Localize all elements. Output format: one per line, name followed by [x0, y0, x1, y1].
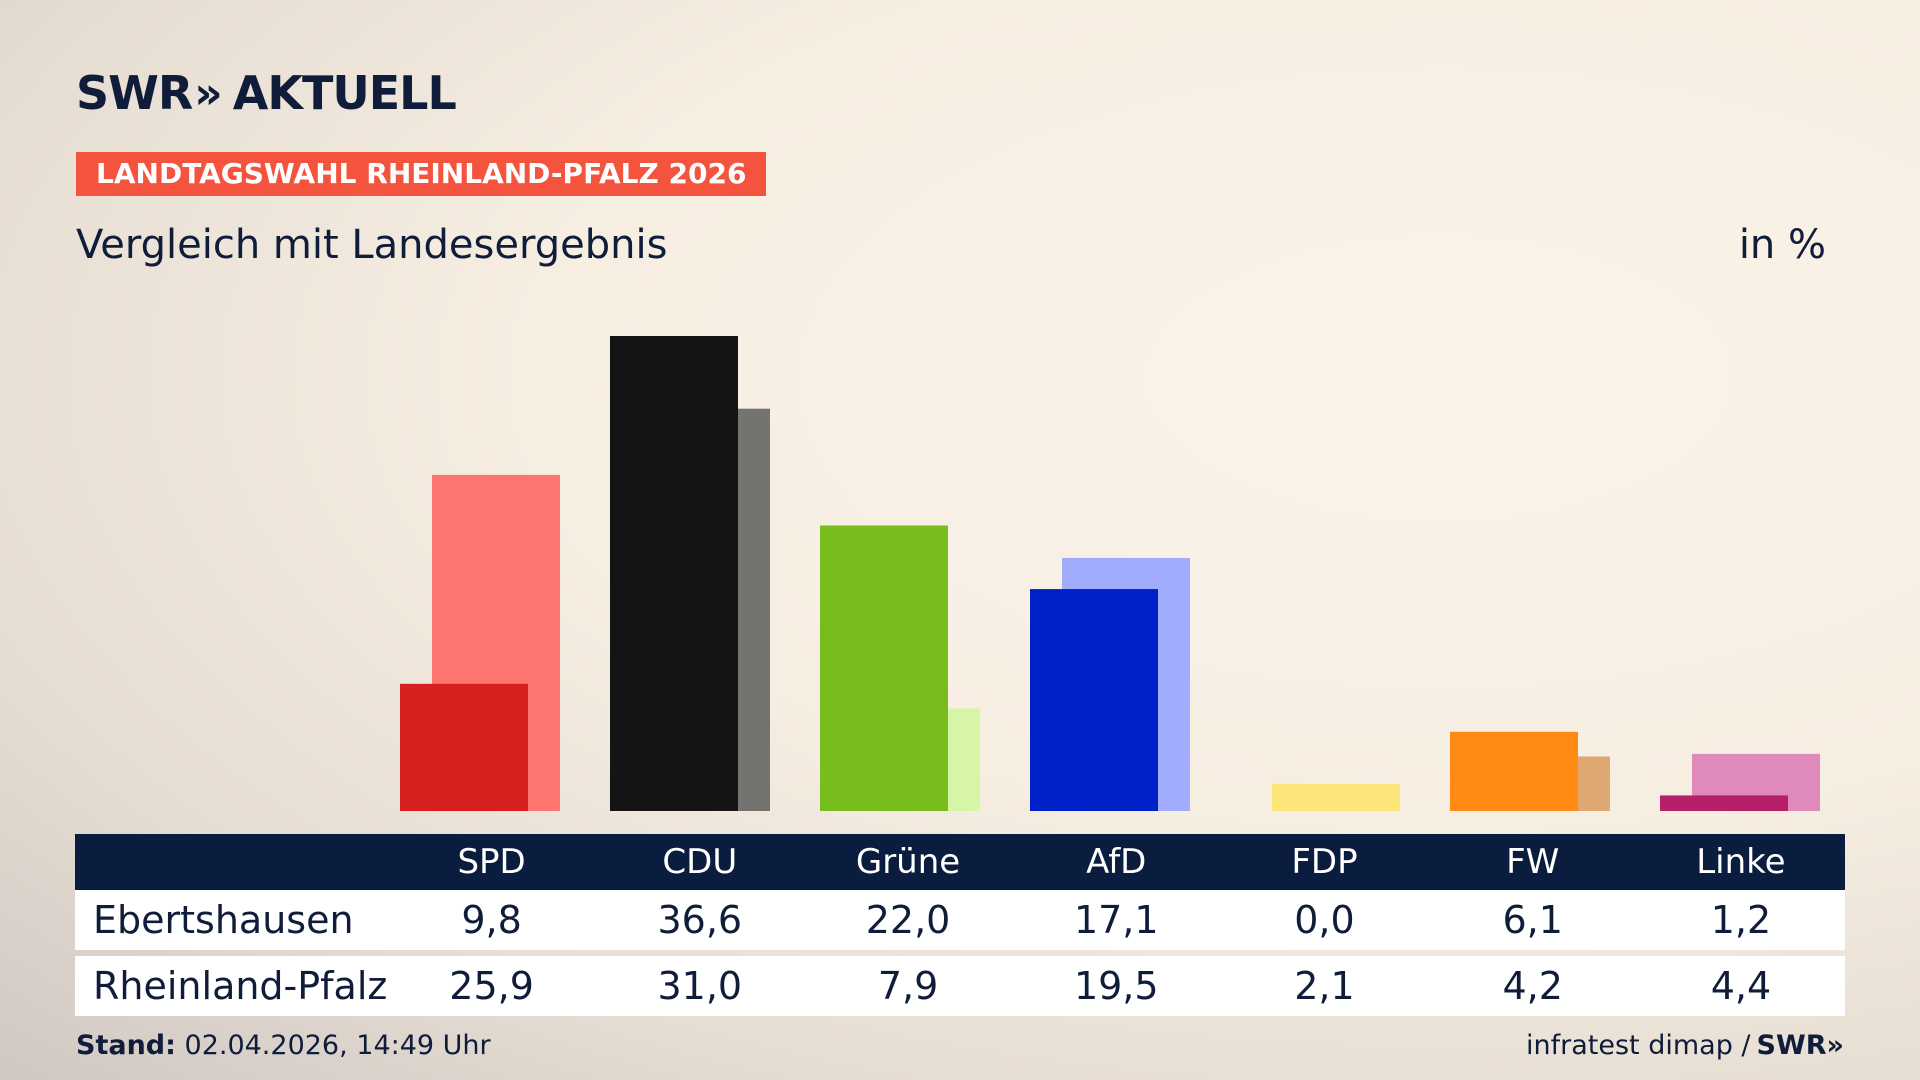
bar-ebertshausen-cdu — [610, 336, 738, 811]
bar-ebertshausen-spd — [400, 683, 528, 811]
party-header-spd: SPD — [457, 842, 526, 882]
table-cell: 0,0 — [1294, 898, 1355, 942]
table-cell: 1,2 — [1710, 898, 1772, 942]
table-cell: 17,1 — [1073, 898, 1159, 942]
election-badge: LANDTAGSWAHL RHEINLAND-PFALZ 2026 — [76, 152, 767, 196]
table-header-row: SPD CDU Grüne AfD FDP FW Linke — [75, 834, 1845, 890]
timestamp: Stand: 02.04.2026, 14:49 Uhr — [76, 1030, 491, 1061]
results-table: SPD CDU Grüne AfD FDP FW Linke Ebertshau… — [75, 834, 1845, 1016]
table-cell: 9,8 — [461, 898, 522, 942]
bar-rheinland-pfalz-fdp — [1272, 783, 1400, 811]
table-cell: 22,0 — [865, 898, 951, 942]
unit-label: in % — [1738, 222, 1826, 268]
party-header-gruene: Grüne — [855, 842, 961, 882]
logo-section: AKTUELL — [232, 66, 457, 120]
row-label: Rheinland-Pfalz — [93, 964, 388, 1008]
table-cell: 2,1 — [1294, 964, 1355, 1008]
party-header-fw: FW — [1506, 842, 1560, 882]
party-header-cdu: CDU — [662, 842, 738, 882]
table-cell: 4,2 — [1502, 964, 1563, 1008]
swr-small-logo: SWR» — [1756, 1030, 1844, 1061]
party-header-linke: Linke — [1696, 842, 1786, 882]
party-header-fdp: FDP — [1291, 842, 1358, 882]
bar-ebertshausen-gruene — [820, 525, 948, 811]
table-cell: 31,0 — [657, 964, 743, 1008]
row-label: Ebertshausen — [93, 898, 354, 942]
table-cell: 4,4 — [1710, 964, 1772, 1008]
party-header-afd: AfD — [1086, 842, 1147, 882]
table-cell: 7,9 — [877, 964, 939, 1008]
table-row-rheinland-pfalz: Rheinland-Pfalz 25,9 31,0 7,9 19,5 2,1 4… — [75, 956, 1845, 1016]
source-text: infratest dimap / — [1526, 1030, 1751, 1061]
bar-ebertshausen-fw — [1450, 731, 1578, 811]
table-cell: 6,1 — [1502, 898, 1563, 942]
bar-chart — [400, 336, 1820, 811]
logo-brand: SWR — [76, 66, 193, 120]
table-cell: 36,6 — [657, 898, 743, 942]
table-cell: 19,5 — [1073, 964, 1159, 1008]
bar-ebertshausen-linke — [1660, 795, 1788, 811]
stand-label: Stand: — [76, 1030, 176, 1061]
source-credit: infratest dimap / SWR» — [1526, 1030, 1844, 1061]
chart-subtitle: Vergleich mit Landesergebnis — [76, 222, 668, 268]
stand-value: 02.04.2026, 14:49 Uhr — [184, 1030, 491, 1061]
table-cell: 25,9 — [449, 964, 534, 1008]
table-row-ebertshausen: Ebertshausen 9,8 36,6 22,0 17,1 0,0 6,1 … — [75, 890, 1845, 950]
bar-ebertshausen-afd — [1030, 589, 1158, 811]
swr-aktuell-logo: SWR » AKTUELL — [76, 66, 457, 120]
